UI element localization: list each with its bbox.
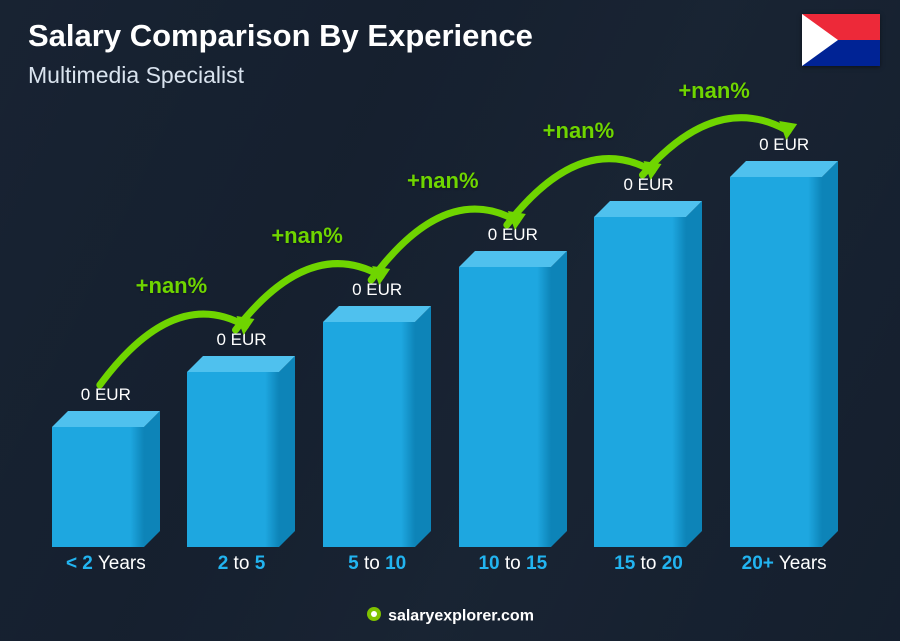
growth-arc-icon	[38, 130, 852, 571]
growth-label: +nan%	[678, 78, 750, 104]
footer-text: salaryexplorer.com	[388, 608, 534, 625]
flag-triangle	[802, 14, 838, 66]
chart-subtitle: Multimedia Specialist	[28, 62, 244, 89]
flag-icon	[802, 14, 880, 66]
bar-chart: 0 EUR< 2 Years0 EUR2 to 50 EUR5 to 100 E…	[38, 130, 852, 571]
chart-canvas: Salary Comparison By Experience Multimed…	[0, 0, 900, 641]
footer-credit: salaryexplorer.com	[0, 606, 900, 627]
footer-dot-icon	[366, 606, 382, 627]
chart-title: Salary Comparison By Experience	[28, 18, 533, 54]
